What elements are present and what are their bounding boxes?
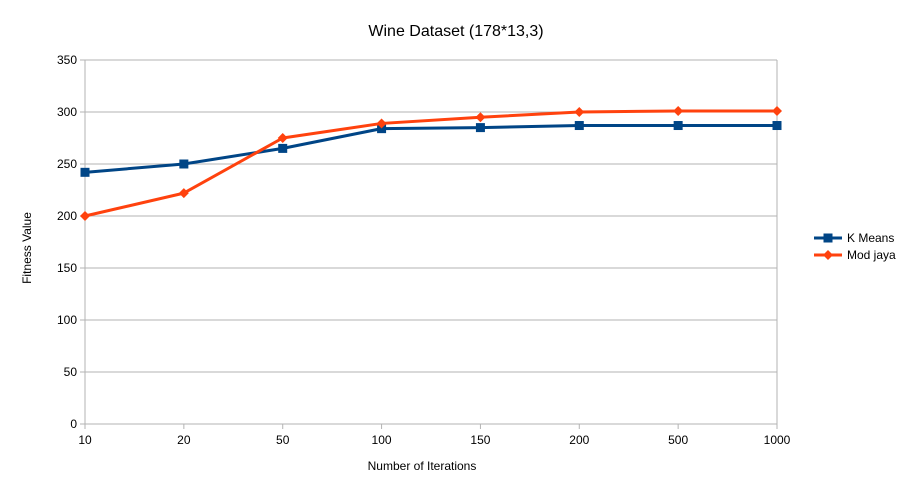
data-point-mod-jaya (673, 105, 684, 116)
y-tick-label: 150 (57, 261, 77, 275)
y-tick-label: 0 (70, 417, 77, 431)
legend-label: Mod jaya (847, 248, 896, 262)
series-line-mod-jaya (84, 109, 777, 218)
data-point-k-means (475, 123, 485, 133)
plot-area (80, 105, 782, 221)
data-point-mod-jaya (80, 211, 90, 221)
data-point-k-means (772, 121, 782, 131)
x-tick-label: 10 (78, 433, 92, 447)
x-tick-label: 1000 (764, 433, 791, 447)
x-axis-label: Number of Iterations (368, 459, 477, 473)
data-point-mod-jaya (574, 107, 585, 117)
y-tick-label: 50 (64, 365, 78, 379)
data-point-k-means (377, 124, 387, 134)
data-point-mod-jaya (475, 112, 486, 123)
data-point-k-means (673, 121, 683, 131)
legend-item-k-means: K Means (814, 231, 894, 245)
axes (80, 59, 778, 429)
y-tick-label: 100 (57, 313, 77, 327)
x-tick-label: 200 (569, 433, 589, 447)
x-tick-label: 500 (668, 433, 688, 447)
y-tick-label: 300 (57, 105, 77, 119)
legend-swatch-marker (823, 250, 833, 260)
legend: K Means Mod jaya (814, 231, 896, 262)
data-point-k-means (574, 121, 584, 131)
series-mod-jaya (80, 105, 782, 221)
legend-label: K Means (847, 231, 894, 245)
chart-title: Wine Dataset (178*13,3) (368, 23, 543, 40)
gridlines (85, 59, 777, 425)
data-point-mod-jaya (277, 133, 288, 143)
y-axis-label: Fitness Value (20, 212, 34, 284)
data-point-mod-jaya (178, 188, 189, 199)
series-k-means (80, 121, 782, 177)
series-line-k-means (84, 124, 777, 174)
x-tick-label: 150 (470, 433, 490, 447)
data-point-mod-jaya (376, 118, 387, 129)
x-tick-label: 20 (177, 433, 191, 447)
legend-item-mod-jaya: Mod jaya (814, 248, 896, 262)
data-point-k-means (278, 143, 288, 153)
data-point-k-means (80, 167, 90, 177)
data-point-mod-jaya (772, 105, 782, 116)
y-tick-label: 350 (57, 53, 77, 67)
x-tick-label: 50 (276, 433, 290, 447)
tick-labels: 0 50 100 150 200 250 300 350 10 20 50 100 150 200 500 1… (57, 53, 791, 447)
y-tick-label: 200 (57, 209, 77, 223)
x-tick-label: 100 (372, 433, 392, 447)
data-point-k-means (179, 159, 189, 169)
legend-swatch-marker (823, 233, 833, 243)
y-tick-label: 250 (57, 157, 77, 171)
